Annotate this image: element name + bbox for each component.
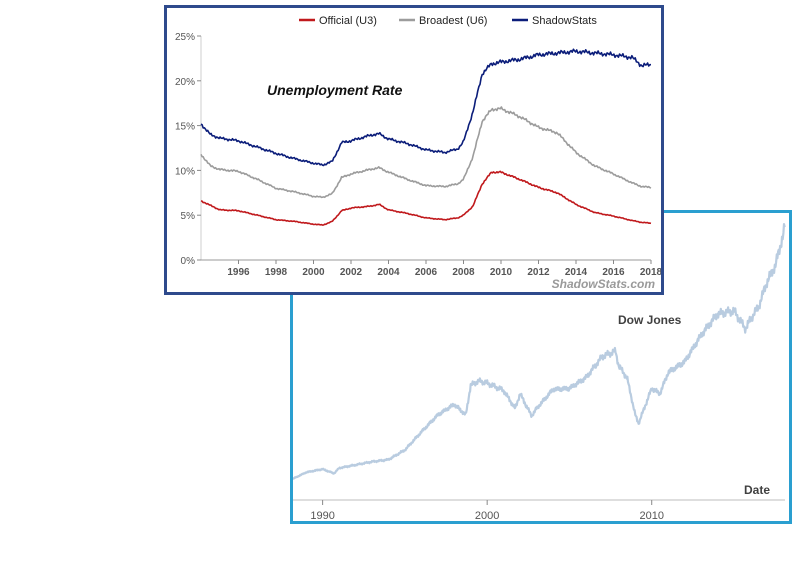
- unemployment-y-tick-label: 10%: [175, 166, 195, 177]
- unemployment-chart-panel: 0% 5% 10% 15% 20% 25% 1996 1998 2000 2002 2004 2006…: [164, 5, 664, 295]
- dow-x-tick-label: 2000: [475, 510, 499, 521]
- unemployment-x-tick-label: 2016: [602, 267, 625, 278]
- series-line-shadowstats: [200, 48, 651, 167]
- unemployment-plot-area: 0% 5% 10% 15% 20% 25% 1996 1998 2000 2002 2004 2006…: [175, 15, 661, 278]
- unemployment-x-tick-label: 2008: [452, 267, 475, 278]
- unemployment-y-tick-label: 20%: [175, 77, 195, 88]
- legend-label-shadowstats: ShadowStats: [532, 15, 597, 27]
- dow-jones-chart: 1990 2000 2010 Dow Jones Date: [293, 223, 786, 521]
- series-line-official-u3: [200, 170, 652, 226]
- unemployment-x-tick-label: 1998: [265, 267, 288, 278]
- dow-xlabel: Date: [744, 483, 770, 497]
- unemployment-chart: 0% 5% 10% 15% 20% 25% 1996 1998 2000 2002 2004 2006…: [175, 15, 661, 291]
- dow-x-tick-label: 2010: [639, 510, 663, 521]
- unemployment-y-tick-label: 5%: [181, 211, 196, 222]
- series-line-broadest-u6: [200, 106, 652, 199]
- unemployment-x-tick-label: 2010: [490, 267, 513, 278]
- unemployment-title: Unemployment Rate: [267, 82, 403, 98]
- legend-label-official-u3: Official (U3): [319, 15, 377, 27]
- dow-x-tick-label: 1990: [310, 510, 334, 521]
- dow-plot-area: 1990 2000 2010: [293, 223, 786, 521]
- unemployment-y-tick-label: 0%: [181, 256, 196, 267]
- unemployment-x-tick-label: 2012: [527, 267, 550, 278]
- unemployment-x-tick-label: 2018: [640, 267, 661, 278]
- unemployment-y-tick-label: 25%: [175, 32, 195, 43]
- dow-title: Dow Jones: [618, 313, 682, 327]
- unemployment-x-tick-label: 1996: [227, 267, 250, 278]
- shadowstats-watermark: ShadowStats.com: [552, 277, 656, 291]
- unemployment-x-tick-label: 2014: [565, 267, 588, 278]
- legend-label-broadest-u6: Broadest (U6): [419, 15, 487, 27]
- unemployment-x-tick-label: 2006: [415, 267, 438, 278]
- unemployment-x-tick-label: 2004: [377, 267, 400, 278]
- unemployment-y-tick-label: 15%: [175, 122, 195, 133]
- unemployment-x-tick-label: 2000: [302, 267, 325, 278]
- series-line-dow-jones: [293, 223, 786, 480]
- unemployment-x-tick-label: 2002: [340, 267, 363, 278]
